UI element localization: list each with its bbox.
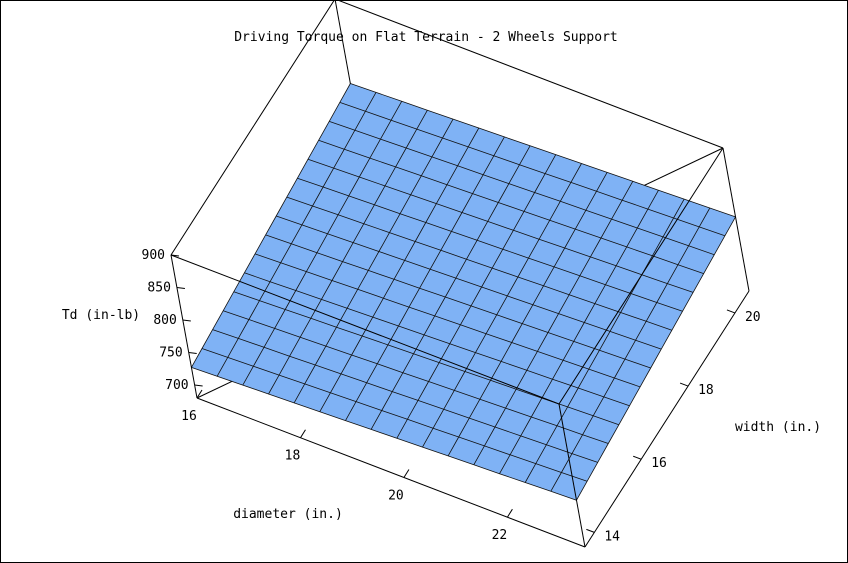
z-tick-label: 800 [153,313,176,328]
surface-mesh-line [293,118,454,404]
x-tick-label: 20 [388,488,404,503]
surface-mesh-line [396,154,557,439]
surface-mesh-line [370,145,531,430]
surface-mesh-line [345,136,505,421]
surface-mesh-line [223,310,609,444]
surface-mesh-line [191,83,351,368]
surface-mesh-line [286,196,673,331]
box-edge [196,397,586,548]
y-tick-mark [726,309,736,314]
surface-mesh-line [265,234,651,369]
y-tick-label: 16 [651,456,667,471]
surface-mesh-line [524,198,685,483]
box-edge [558,403,586,548]
surface-mesh-line [447,172,608,457]
z-tick-mark [176,287,185,289]
box-edge [170,1,335,256]
surface-mesh-line [216,92,377,377]
surface-mesh-line [319,127,480,412]
z-axis-label: Td (in-lb) [62,308,140,323]
z-tick-label: 750 [159,346,182,361]
y-tick-mark [586,528,595,533]
surface-mesh-line [550,207,711,492]
z-axis-ticks: 700 750 800 850 900 [142,248,203,393]
surface-mesh-line [201,348,588,482]
z-tick-label: 900 [142,248,165,263]
front-box-edges [170,147,750,548]
surface-mesh-line [242,101,403,386]
y-tick-label: 18 [698,383,714,398]
x-tick-mark [196,389,203,399]
box-edge [338,1,724,149]
y-axis-label: width (in.) [735,420,821,435]
y-tick-label: 20 [745,310,761,325]
surface [191,83,736,501]
x-tick-label: 18 [285,449,301,464]
surface-mesh-line [499,190,659,474]
surface-mesh-line [422,163,582,448]
y-tick-mark [679,382,689,387]
surface-fill [191,83,736,501]
surface-mesh-line [350,83,736,218]
y-tick-label: 14 [604,529,620,544]
x-tick-label: 22 [492,528,508,543]
surface-mesh-line [276,215,662,350]
surface-mesh-line [191,367,577,501]
chart-title: Driving Torque on Flat Terrain - 2 Wheel… [234,30,618,45]
x-tick-mark [300,429,306,438]
x-axis-label: diameter (in.) [233,507,343,522]
box-edge [170,254,560,405]
surface-mesh-line [212,329,598,463]
surface-mesh-line [268,110,428,395]
surface-mesh-line [318,139,704,274]
x-axis-ticks: 16 18 20 22 [181,389,513,543]
box-edge [558,147,724,405]
x-tick-label: 16 [181,409,197,424]
z-tick-label: 850 [147,281,170,296]
box-edge [722,147,750,292]
surface-mesh-line [576,216,736,501]
x-tick-mark [403,469,410,478]
y-tick-mark [633,455,642,460]
box-edge [584,290,750,548]
surface-mesh-line [329,121,715,256]
box-edge [170,254,198,399]
surface-mesh-line [307,158,694,293]
surface-mesh-line [339,102,726,237]
z-tick-mark [194,384,203,387]
z-tick-mark [182,319,191,322]
y-axis-ticks: 14 16 18 20 [586,309,761,544]
z-tick-label: 700 [165,378,188,393]
x-tick-mark [506,508,513,518]
z-tick-mark [188,352,197,354]
surface-mesh-line [473,181,634,465]
surface-mesh-line [244,272,630,407]
z-tick-mark [170,254,180,257]
surface-mesh-line [254,253,641,388]
surface-mesh-line [297,177,683,312]
